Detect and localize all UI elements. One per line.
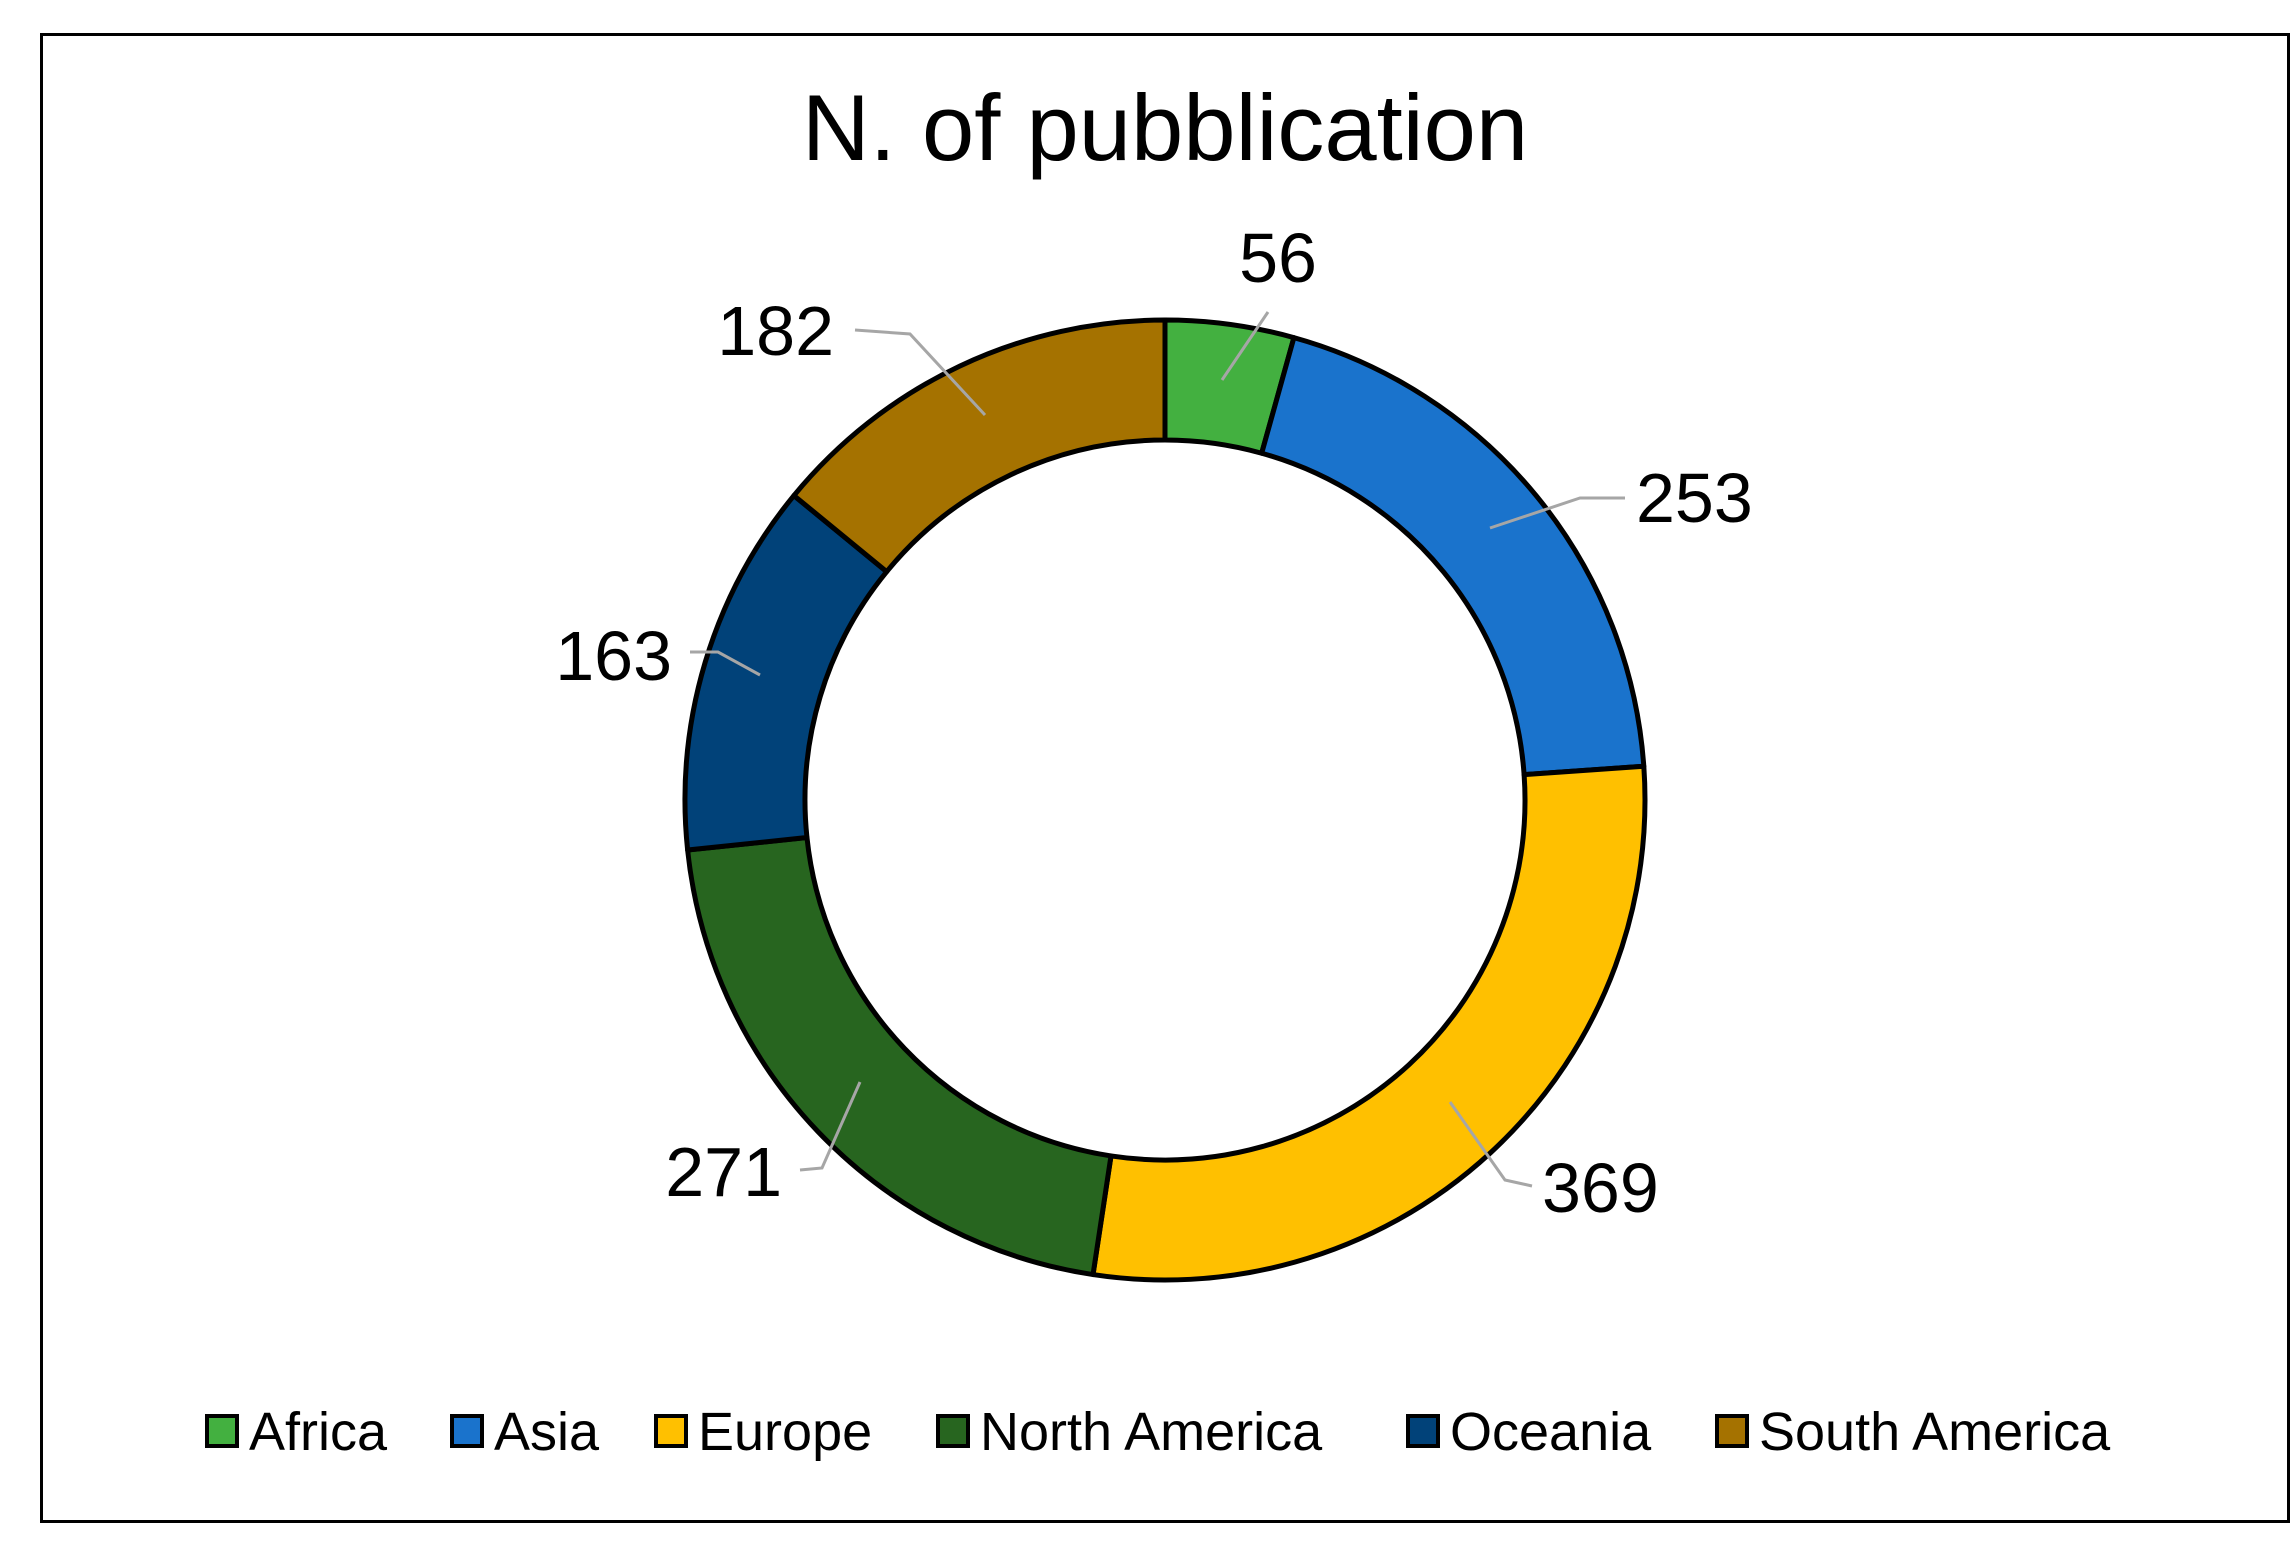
leader-line-europe	[1448, 1101, 1533, 1188]
legend-item-europe: Europe	[654, 1402, 872, 1462]
legend-label-europe: Europe	[698, 1402, 872, 1462]
slice-north-america	[685, 835, 1114, 1278]
data-label-south-america: 182	[717, 292, 834, 370]
data-labels-layer: 56 253 369 271 163 182	[555, 219, 1753, 1227]
data-label-africa: 56	[1239, 219, 1317, 297]
slice-europe	[1090, 763, 1648, 1283]
data-label-europe: 369	[1542, 1149, 1659, 1227]
leader-line-north-america	[799, 1081, 862, 1172]
legend-label-africa: Africa	[249, 1402, 388, 1462]
data-label-north-america: 271	[665, 1133, 782, 1211]
legend-swatch-north-america	[936, 1414, 970, 1448]
legend-swatch-africa	[205, 1414, 239, 1448]
slices-layer	[682, 317, 1648, 1283]
legend-label-south-america: South America	[1759, 1402, 2111, 1462]
leader-line-oceania	[690, 650, 761, 677]
chart-title: N. of pubblication	[802, 75, 1528, 180]
legend-label-north-america: North America	[980, 1402, 1323, 1462]
legend-item-oceania: Oceania	[1406, 1402, 1652, 1462]
data-label-oceania: 163	[555, 617, 672, 695]
legend-swatch-asia	[450, 1414, 484, 1448]
legend-label-oceania: Oceania	[1450, 1402, 1652, 1462]
leader-line-africa	[1220, 311, 1270, 381]
legend-swatch-south-america	[1715, 1414, 1749, 1448]
legend: Africa Asia Europe North America Oceania Sout…	[205, 1402, 2111, 1462]
legend-swatch-europe	[654, 1414, 688, 1448]
legend-label-asia: Asia	[494, 1402, 600, 1462]
legend-item-south-america: South America	[1715, 1402, 2111, 1462]
legend-item-asia: Asia	[450, 1402, 600, 1462]
legend-item-africa: Africa	[205, 1402, 388, 1462]
legend-swatch-oceania	[1406, 1414, 1440, 1448]
leader-lines-layer	[690, 311, 1625, 1188]
slice-asia	[1259, 335, 1647, 778]
data-label-asia: 253	[1636, 459, 1753, 537]
legend-item-north-america: North America	[936, 1402, 1323, 1462]
leader-line-asia	[1489, 496, 1625, 530]
leader-line-south-america	[854, 328, 987, 417]
slice-south-america	[791, 317, 1168, 575]
